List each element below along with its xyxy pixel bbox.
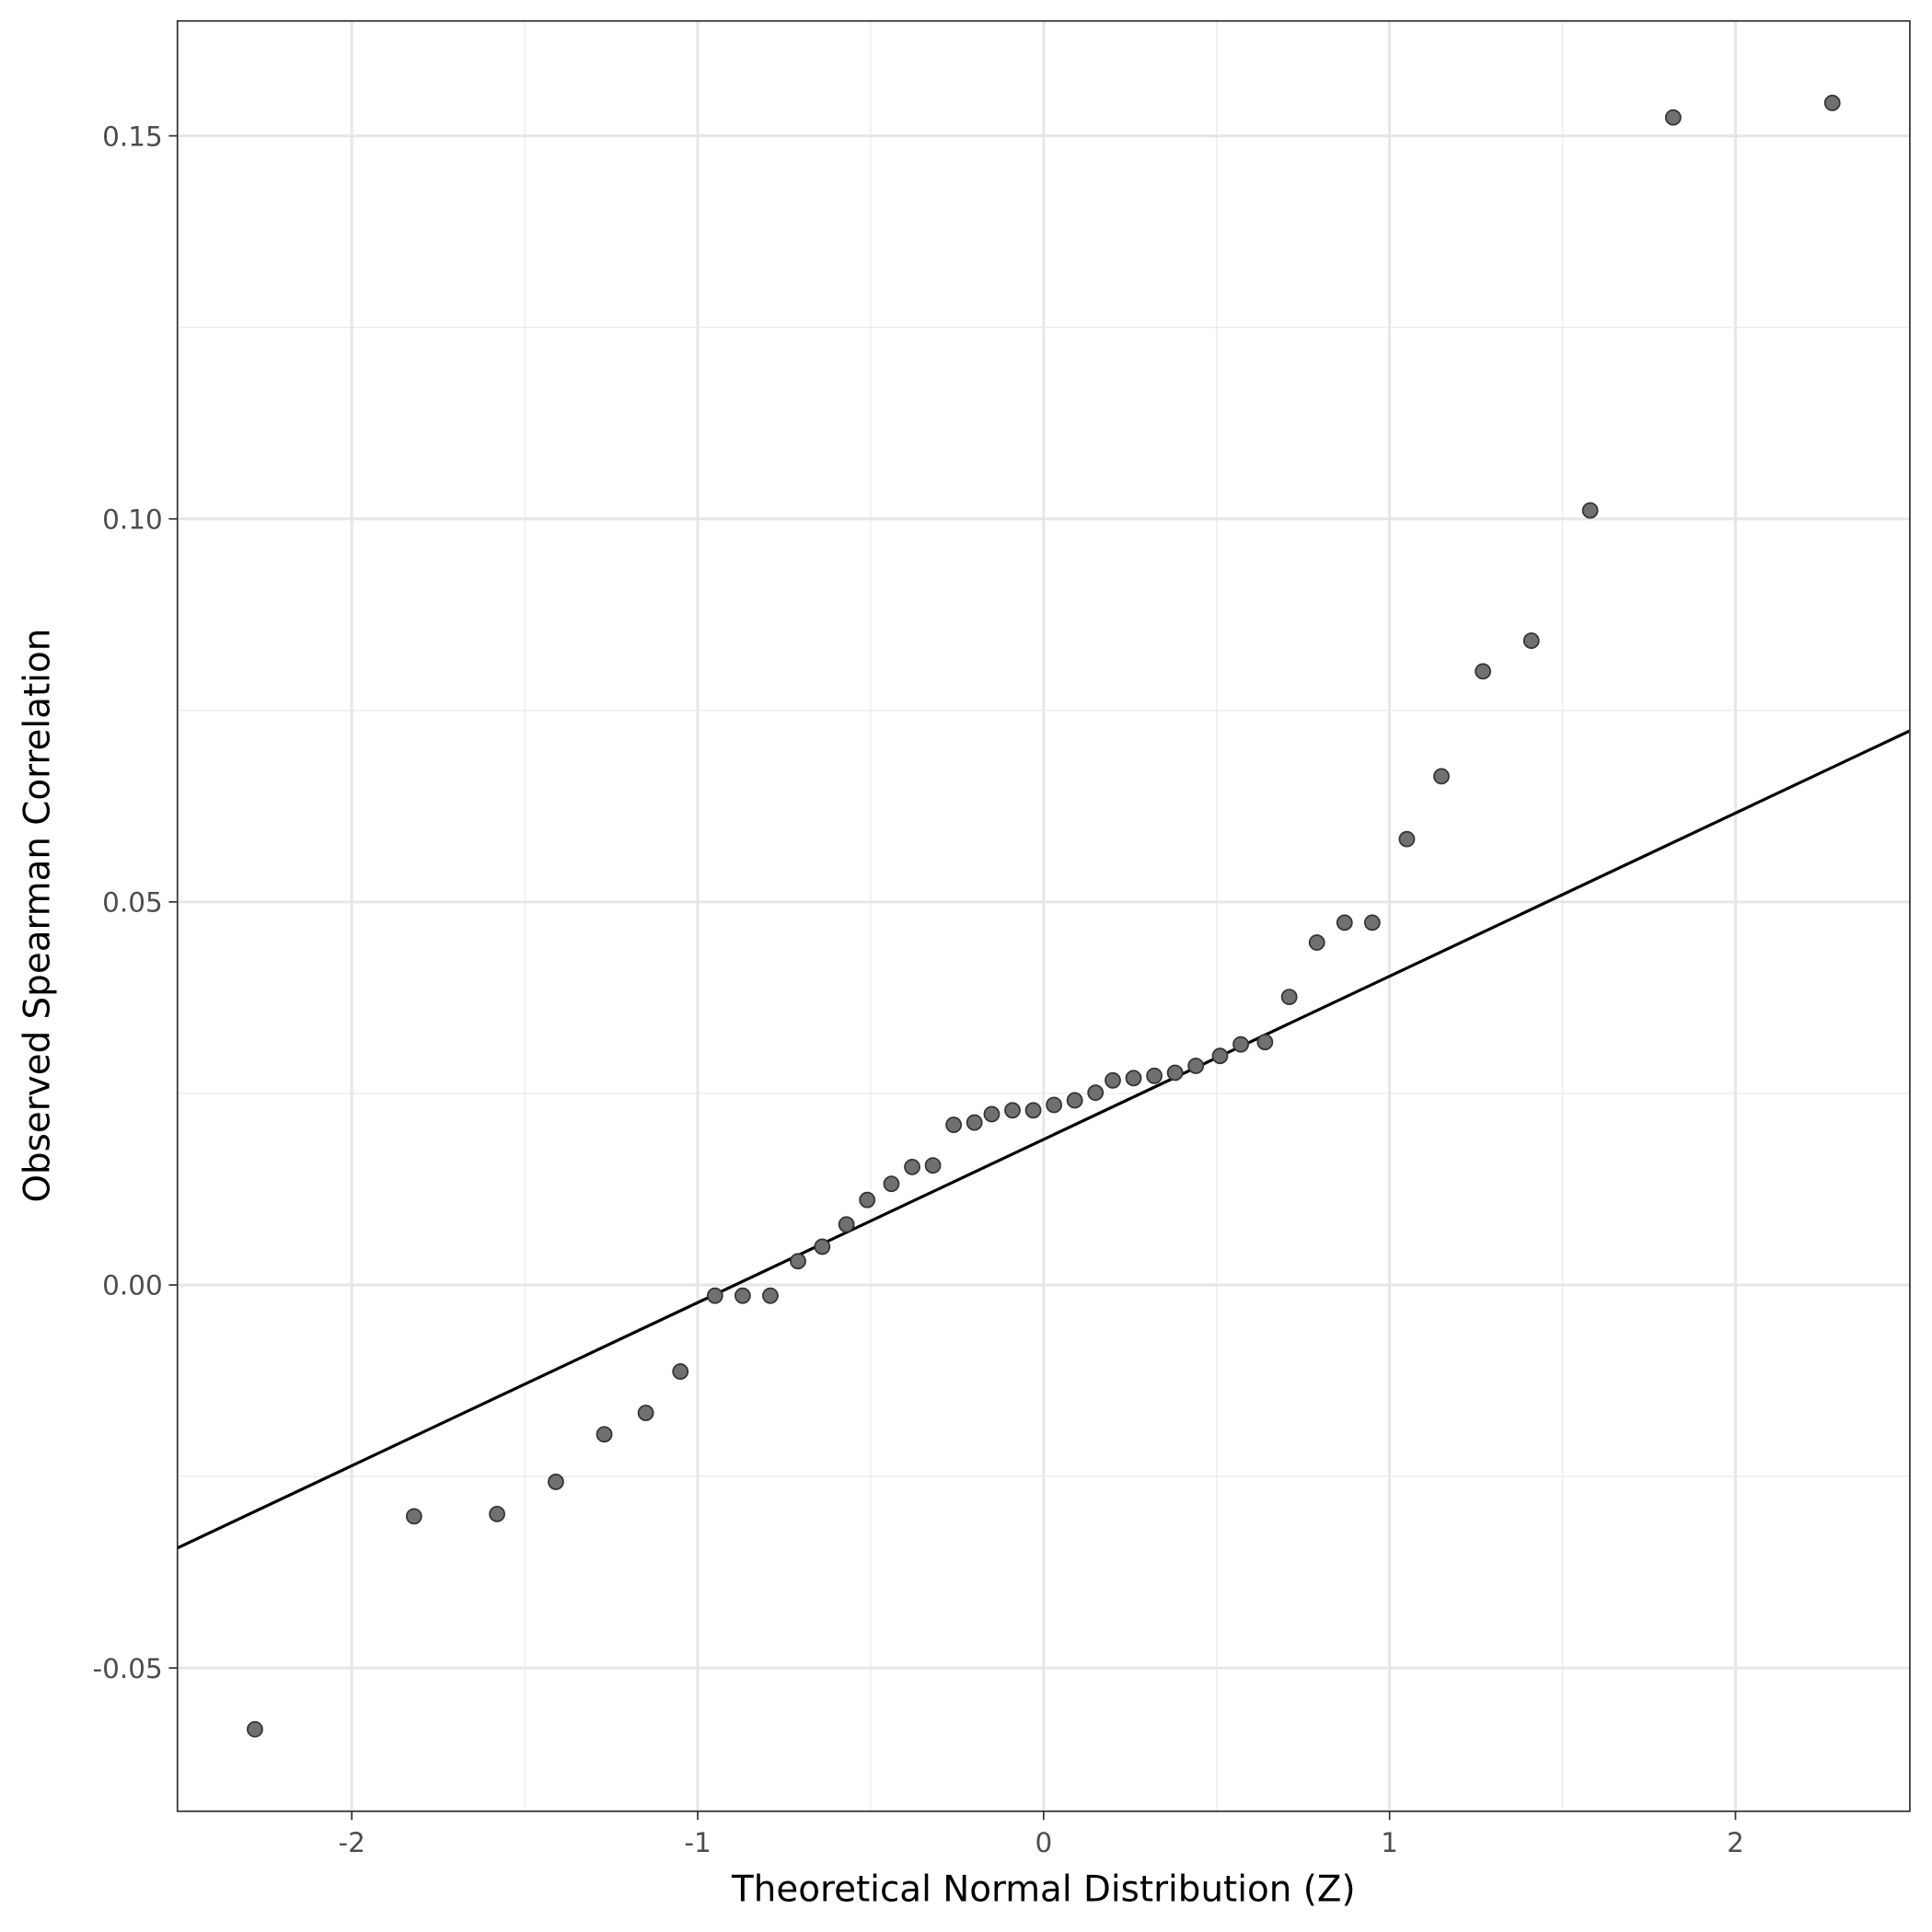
- points: [247, 94, 1841, 1738]
- data-point: [1256, 1034, 1274, 1051]
- y-tick-label: 0.05: [102, 887, 163, 919]
- x-axis-ticks: -2 -1 0 1 2: [339, 1811, 1744, 1858]
- data-point: [489, 1505, 505, 1522]
- x-tick-label: 1: [1381, 1827, 1398, 1858]
- x-tick-label: 2: [1727, 1827, 1744, 1858]
- data-point: [1308, 934, 1325, 951]
- data-point: [1280, 989, 1298, 1005]
- data-point: [762, 1287, 779, 1304]
- data-point: [966, 1114, 983, 1131]
- data-point: [1363, 914, 1381, 931]
- y-axis-ticks: -0.05 0.00 0.05 0.10 0.15: [93, 121, 178, 1684]
- data-point: [1187, 1058, 1205, 1074]
- data-point: [1664, 109, 1682, 126]
- data-point: [1166, 1064, 1184, 1082]
- reference-line-group: [177, 729, 1911, 1550]
- x-tick-label: 0: [1035, 1827, 1052, 1858]
- data-point: [1211, 1047, 1229, 1065]
- data-point: [1046, 1096, 1063, 1114]
- y-axis-label: Observed Spearman Correlation: [17, 629, 59, 1203]
- data-point: [924, 1157, 942, 1174]
- data-point: [814, 1238, 831, 1255]
- data-point: [734, 1287, 751, 1304]
- data-point: [1581, 502, 1599, 519]
- data-point: [1125, 1070, 1142, 1087]
- data-point: [883, 1175, 900, 1193]
- data-point: [945, 1116, 963, 1133]
- data-point: [596, 1426, 613, 1443]
- data-point: [706, 1287, 723, 1304]
- data-point: [1823, 94, 1841, 111]
- data-point: [247, 1720, 263, 1738]
- y-tick-label: 0.10: [102, 503, 163, 535]
- data-point: [1004, 1102, 1021, 1119]
- data-point: [1087, 1084, 1105, 1102]
- data-point: [983, 1105, 1001, 1123]
- data-point: [1066, 1092, 1083, 1109]
- data-point: [1522, 632, 1540, 649]
- y-tick-label: 0.00: [102, 1270, 163, 1301]
- data-point: [859, 1191, 876, 1209]
- data-point: [1232, 1035, 1249, 1053]
- y-tick-label: -0.05: [93, 1653, 163, 1684]
- data-point: [672, 1363, 689, 1380]
- y-tick-label: 0.15: [102, 121, 163, 152]
- x-tick-label: -2: [339, 1827, 365, 1858]
- data-point: [1024, 1102, 1042, 1119]
- data-point: [405, 1508, 422, 1525]
- grid: [177, 20, 1910, 1811]
- x-tick-label: -1: [684, 1827, 711, 1858]
- data-point: [1398, 830, 1416, 848]
- data-point: [1146, 1067, 1163, 1084]
- data-point: [1433, 768, 1450, 785]
- reference-line: [177, 729, 1911, 1550]
- data-point: [548, 1474, 564, 1490]
- data-point: [904, 1158, 920, 1175]
- data-point: [790, 1253, 806, 1270]
- data-point: [637, 1405, 654, 1421]
- x-axis-label: Theoretical Normal Distribution (Z): [731, 1869, 1356, 1911]
- data-point: [1105, 1071, 1121, 1089]
- data-point: [1336, 914, 1353, 931]
- data-point: [1475, 663, 1492, 680]
- data-point: [838, 1216, 855, 1233]
